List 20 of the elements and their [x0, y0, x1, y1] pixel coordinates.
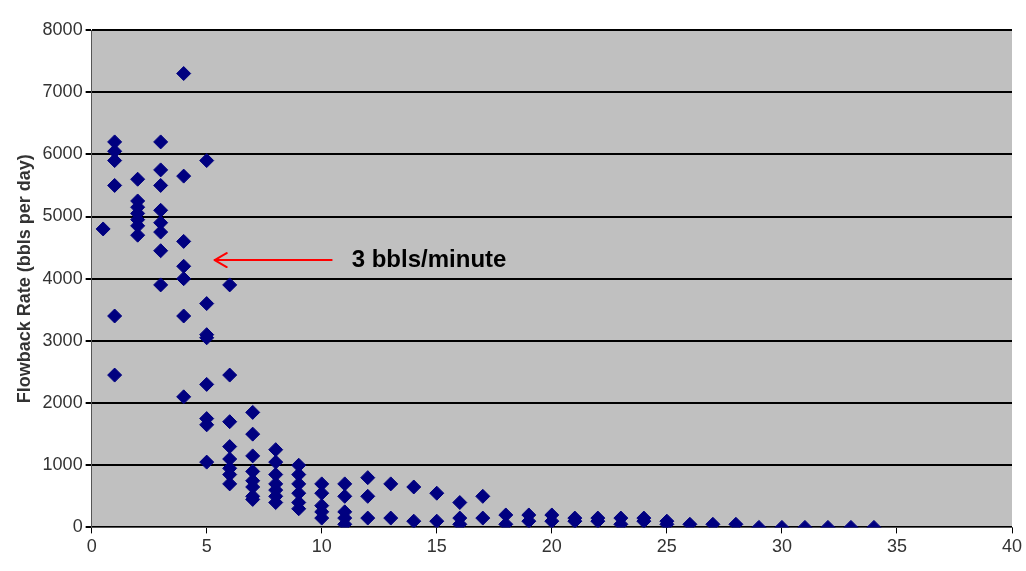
annotation: 3 bbls/minute	[351, 244, 507, 272]
y-tick-label: 2000	[42, 392, 83, 413]
x-tick-label: 40	[1001, 536, 1023, 557]
y-tick-label: 7000	[42, 81, 83, 102]
x-tick-label: 15	[426, 536, 447, 557]
y-tick-label: 8000	[42, 18, 83, 39]
x-tick-label: 25	[656, 536, 677, 557]
y-tick-label: 3000	[42, 329, 83, 350]
y-axis-title: Flowback Rate (bbls per day)	[13, 154, 34, 404]
y-tick-label: 6000	[42, 143, 83, 164]
x-tick-label: 35	[886, 536, 907, 557]
x-tick-label: 20	[541, 536, 562, 557]
y-tick-label: 0	[72, 516, 83, 537]
y-tick-label: 1000	[42, 454, 83, 475]
x-tick-label: 30	[771, 536, 792, 557]
x-tick-label: 5	[201, 536, 212, 557]
x-tick-label: 0	[86, 536, 97, 557]
x-tick-label: 10	[311, 536, 332, 557]
y-tick-label: 5000	[42, 205, 83, 226]
y-tick-label: 4000	[42, 267, 83, 288]
